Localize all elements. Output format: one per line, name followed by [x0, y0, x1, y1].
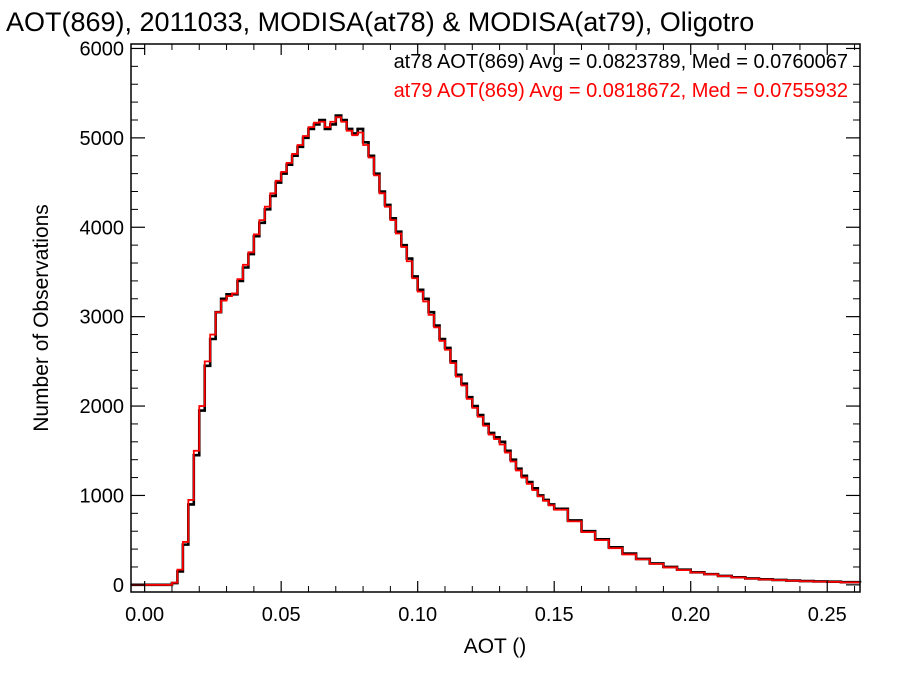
- x-tick-label: 0.20: [671, 604, 710, 626]
- y-tick-label: 4000: [80, 217, 125, 239]
- chart-title: AOT(869), 2011033, MODISA(at78) & MODISA…: [6, 7, 754, 37]
- plot-frame: [130, 43, 861, 593]
- x-tick-label: 0.10: [398, 604, 437, 626]
- legend-entry-at78: at78 AOT(869) Avg = 0.0823789, Med = 0.0…: [394, 51, 848, 73]
- x-tick-label: 0.05: [262, 604, 301, 626]
- y-tick-label: 2000: [80, 396, 125, 418]
- x-tick-label: 0.15: [535, 604, 574, 626]
- y-tick-label: 6000: [80, 38, 125, 60]
- y-tick-label: 0: [113, 575, 124, 597]
- y-axis-label: Number of Observations: [30, 204, 53, 432]
- y-tick-label: 5000: [80, 128, 125, 150]
- series-layer: [131, 114, 862, 587]
- series-at79-line: [131, 116, 861, 586]
- ticks-layer: 0.00 0.05 0.10 0.15 0.20 0.25 0 1000 2000 3000 400…: [80, 38, 860, 626]
- x-tick-label: 0.00: [125, 604, 164, 626]
- legend-entry-at79: at79 AOT(869) Avg = 0.0818672, Med = 0.0…: [394, 80, 848, 102]
- series-at78-line: [131, 114, 862, 587]
- y-tick-label: 1000: [80, 485, 125, 507]
- x-axis-label: AOT (): [464, 635, 527, 658]
- y-tick-label: 3000: [80, 307, 125, 329]
- x-tick-label: 0.25: [808, 604, 847, 626]
